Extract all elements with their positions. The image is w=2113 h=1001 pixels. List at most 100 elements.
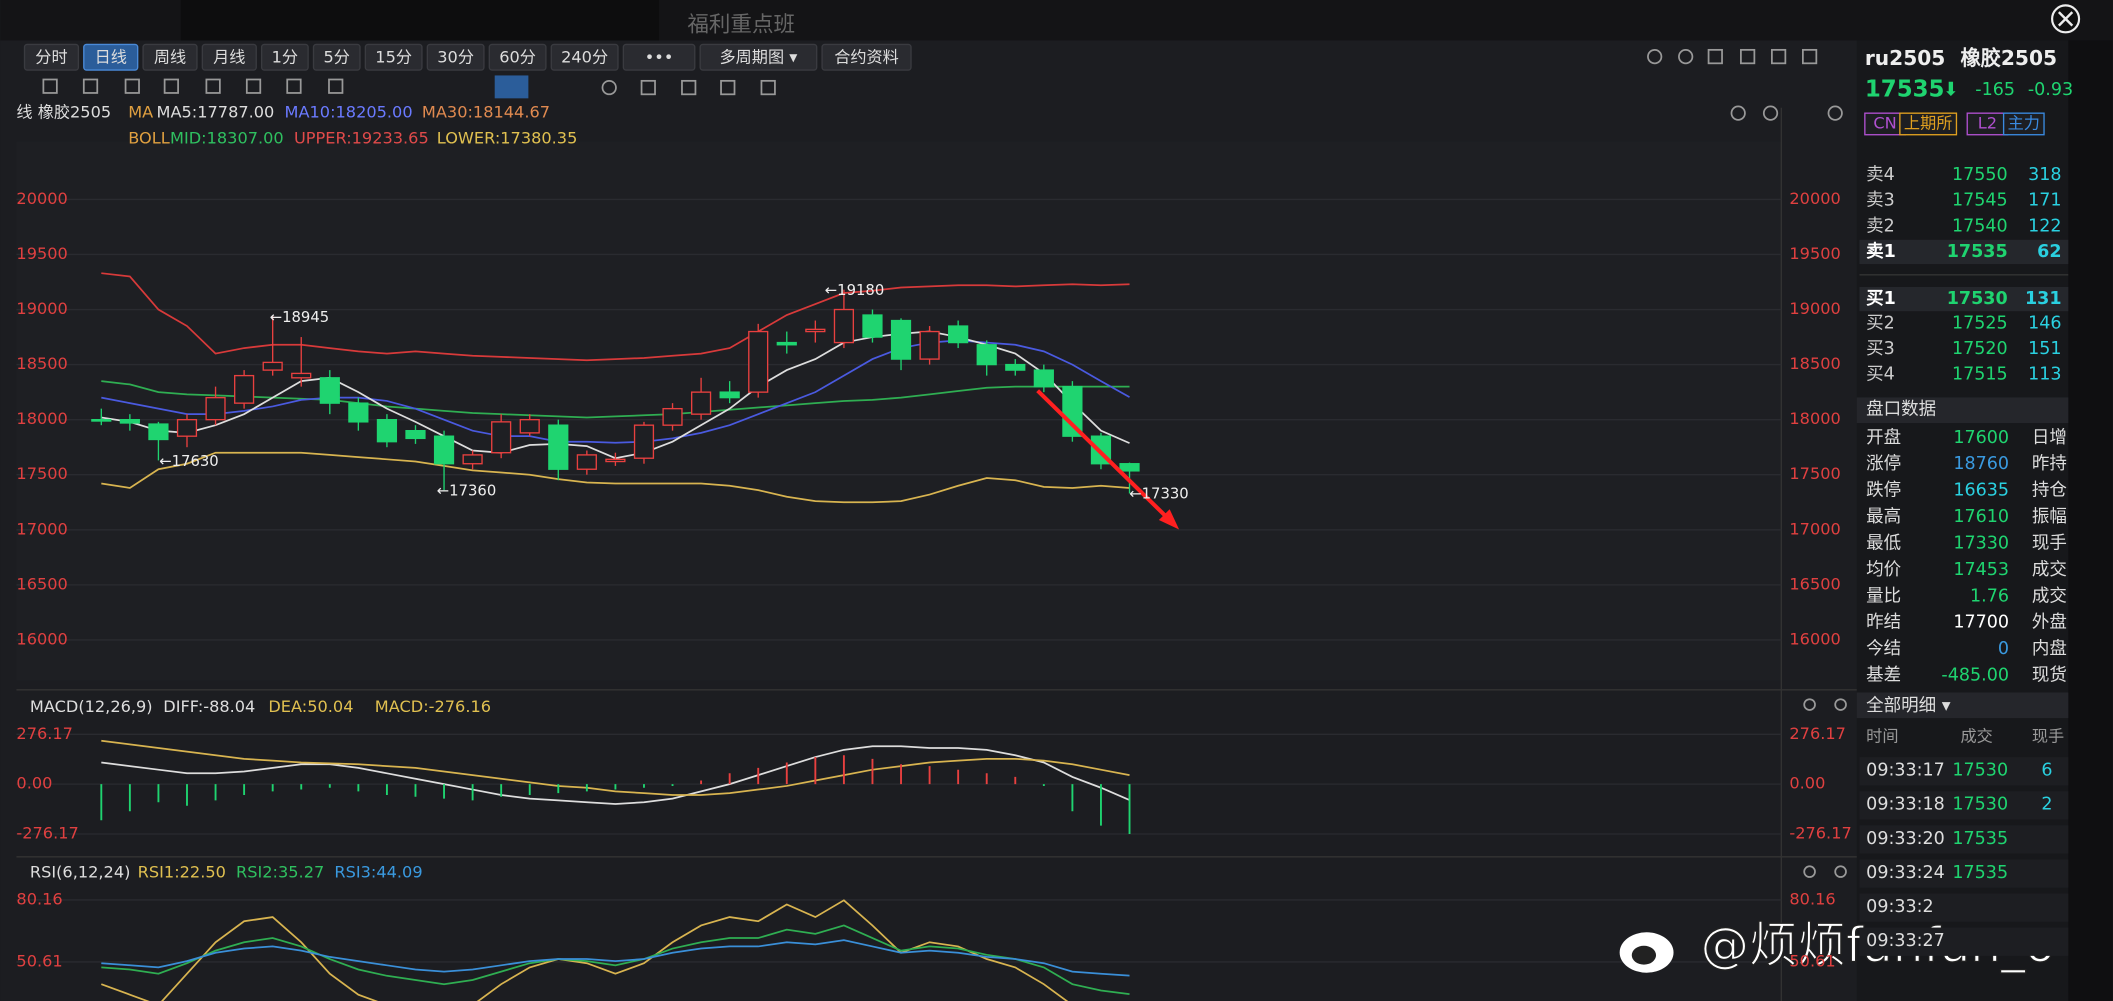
toolbar-button[interactable] xyxy=(201,43,257,71)
trade-cell: 17535 xyxy=(1952,863,2008,883)
candle-body xyxy=(491,421,512,454)
stats-title: 盘口数据 xyxy=(1866,400,1936,420)
price-annotation: ←17360 xyxy=(437,483,496,500)
toolbar-button[interactable] xyxy=(312,43,361,71)
toolbar-label: 分时 xyxy=(35,47,67,66)
toolbar-label: 5分 xyxy=(324,47,350,66)
book-highlight xyxy=(1859,239,2069,265)
quote-tag xyxy=(2002,112,2045,136)
legend-item: UPPER:19233.65 xyxy=(294,128,429,147)
book-volume: 131 xyxy=(2025,289,2062,309)
quote-tag-label: L2 xyxy=(1978,113,1997,132)
trade-cell: 6 xyxy=(2041,761,2052,781)
y-tick-label: 18500 xyxy=(16,354,67,373)
trend-arrow xyxy=(1036,389,1172,522)
macd-legend: MACD(12,26,9) xyxy=(30,697,153,716)
stat-label-right: 昨持 xyxy=(2032,454,2067,474)
trade-cell: 09:33:18 xyxy=(1866,795,1945,815)
stat-label-right: 外盘 xyxy=(2032,613,2067,633)
y-tick-label: 20000 xyxy=(16,189,67,208)
toolbar-button[interactable] xyxy=(23,43,80,71)
price-annotation: ←17330 xyxy=(1129,485,1188,502)
candle-body xyxy=(291,372,312,379)
toolbar-label: 多周期图 ▾ xyxy=(719,47,798,66)
book-volume: 171 xyxy=(2028,191,2061,211)
book-label: 卖1 xyxy=(1866,241,1896,262)
toolbar-button[interactable] xyxy=(699,43,818,71)
candle-body xyxy=(862,314,883,338)
candle-body xyxy=(833,308,855,344)
stat-label-right: 现手 xyxy=(2032,533,2067,553)
trade-row xyxy=(1859,757,2069,786)
stat-value: -485.00 xyxy=(1941,666,2009,686)
rsi-legend: RSI2:35.27 xyxy=(236,863,324,882)
toolbar-button[interactable] xyxy=(821,43,912,71)
book-label: 买1 xyxy=(1866,289,1896,309)
stat-value: 17600 xyxy=(1953,428,2009,448)
toolbar-button[interactable] xyxy=(550,43,619,71)
dea-line xyxy=(101,739,1130,796)
diff-line xyxy=(101,745,1130,805)
candle-body xyxy=(662,407,683,426)
quote-name: 橡胶2505 xyxy=(1960,46,2057,70)
candle-body xyxy=(405,430,426,440)
toolbar-button[interactable] xyxy=(622,43,696,71)
toolbar-label: 日线 xyxy=(95,47,127,66)
candle-body xyxy=(234,374,255,404)
detail-title: 全部明细 ▾ xyxy=(1866,696,1951,716)
toolbar-label: 60分 xyxy=(499,47,536,66)
candle-body xyxy=(1005,363,1026,371)
toolbar-label: 15分 xyxy=(375,47,412,66)
toolbar-button[interactable] xyxy=(488,43,547,71)
quote-tag-label: CN xyxy=(1873,113,1896,132)
section-header xyxy=(1856,397,2069,424)
legend-item: MA xyxy=(128,103,153,122)
stat-label: 今结 xyxy=(1866,639,1901,659)
toolbar-button[interactable] xyxy=(83,43,139,71)
quote-tag xyxy=(1899,112,1958,136)
toolbar-button[interactable] xyxy=(260,43,309,71)
candle-body xyxy=(548,424,569,470)
y-tick-label-right: 16000 xyxy=(1789,629,1840,648)
stat-label-right: 内盘 xyxy=(2032,639,2067,659)
legend-item: MA30:18144.67 xyxy=(422,103,550,122)
rsi-line xyxy=(101,939,1130,977)
toolbar-button[interactable] xyxy=(142,43,198,71)
toolbar-button[interactable] xyxy=(364,43,423,71)
quote-tag-label: 主力 xyxy=(2008,113,2040,132)
candle-body xyxy=(319,377,340,404)
macd-legend: DIFF:-88.04 xyxy=(163,697,255,716)
trade-cell: 2 xyxy=(2041,795,2052,815)
y-tick-label-right: -276.17 xyxy=(1789,824,1851,843)
candle-body xyxy=(462,454,483,465)
stat-value: 18760 xyxy=(1953,454,2009,474)
y-tick-label-right: 19000 xyxy=(1789,299,1840,318)
candle-body xyxy=(919,330,940,360)
toolbar-button[interactable] xyxy=(426,43,485,71)
stat-label: 量比 xyxy=(1866,586,1901,606)
stat-value: 1.76 xyxy=(1970,586,2009,606)
book-price: 17520 xyxy=(1952,339,2008,359)
stat-value: 0 xyxy=(1998,639,2009,659)
y-tick-label-right: 17000 xyxy=(1789,519,1840,538)
y-tick-label-right: 17500 xyxy=(1789,464,1840,483)
book-price: 17540 xyxy=(1952,216,2008,236)
trade-cell: 17530 xyxy=(1952,761,2008,781)
quote-tag-label: 上期所 xyxy=(1904,113,1952,132)
legend-item: LOWER:17380.35 xyxy=(437,128,578,147)
stat-label: 基差 xyxy=(1866,666,1901,686)
stat-label-right: 日增 xyxy=(2032,428,2067,448)
quote-price: 17535 xyxy=(1865,77,1945,103)
stat-label: 开盘 xyxy=(1866,428,1901,448)
top-tab: 福利重点班 xyxy=(687,13,795,38)
candle-body xyxy=(1033,369,1054,388)
book-volume: 62 xyxy=(2037,242,2061,262)
candle-body xyxy=(890,319,912,360)
trade-cell: 09:33:17 xyxy=(1866,761,1945,781)
rsi-line xyxy=(101,924,1130,995)
book-volume: 113 xyxy=(2028,365,2061,385)
candle-body xyxy=(348,402,369,423)
macd-legend: MACD:-276.16 xyxy=(375,697,491,716)
stat-label-right: 振幅 xyxy=(2032,507,2067,527)
